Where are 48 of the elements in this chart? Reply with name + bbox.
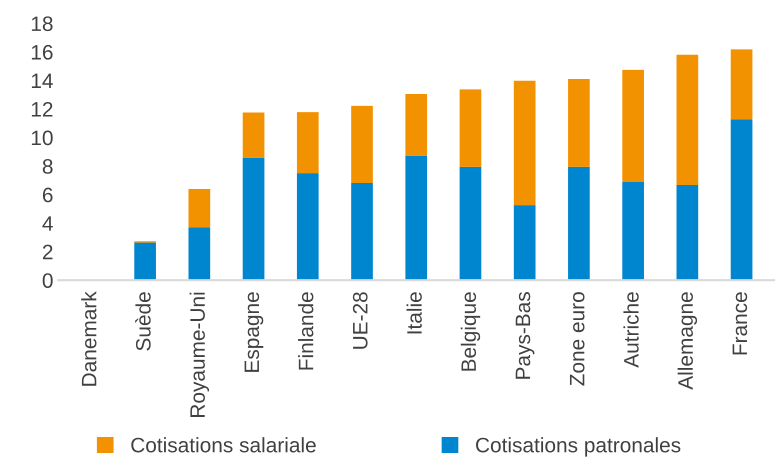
bar [405, 94, 428, 156]
bar [568, 79, 590, 167]
y-tick-label: 6 [42, 188, 53, 202]
x-tick-label: Espagne [244, 292, 264, 372]
y-tick-label: 10 [32, 130, 53, 146]
bar [242, 158, 264, 280]
bar [622, 182, 644, 280]
legend-label: Cotisations salariale [131, 437, 316, 452]
x-tick-label: Autriche [623, 292, 639, 368]
bar [676, 54, 698, 186]
y-tick-label: 0 [42, 273, 53, 288]
y-tick-label: 4 [42, 216, 53, 231]
bar [188, 189, 210, 228]
x-tick-label: Allemagne [678, 292, 698, 390]
bar [514, 80, 536, 206]
bar [460, 89, 482, 167]
bar [351, 183, 373, 280]
bar [568, 166, 590, 280]
bar [730, 49, 752, 120]
bar [676, 185, 698, 280]
bar [460, 166, 482, 280]
bar [351, 106, 373, 184]
bar [296, 173, 319, 280]
y-tick-label: 16 [32, 44, 53, 60]
bar [242, 112, 264, 158]
bar [188, 227, 210, 280]
x-tick-label: Italie [406, 292, 422, 334]
bar [134, 242, 156, 280]
x-tick-label: Royaume-Uni [190, 292, 210, 417]
y-tick-label: 12 [32, 102, 52, 117]
y-tick-label: 18 [32, 16, 53, 32]
y-tick-label: 14 [32, 74, 53, 88]
x-tick-label: Belgique [460, 292, 480, 371]
x-tick-label: Pays-Bas [516, 292, 534, 379]
bar [514, 205, 536, 280]
bar [622, 70, 644, 182]
x-tick-label: France [732, 292, 748, 354]
bar [296, 112, 319, 174]
y-tick-label: 2 [42, 244, 52, 260]
x-tick-label: Finlande [298, 292, 314, 370]
legend-label: Cotisations patronales [476, 437, 680, 457]
x-tick-label: Zone euro [570, 292, 584, 386]
x-tick-label: Danemark [81, 291, 96, 386]
bar [405, 156, 428, 280]
bar [730, 119, 752, 280]
x-tick-label: UE-28 [352, 292, 368, 349]
y-tick-label: 8 [42, 159, 53, 174]
x-tick-label: Suède [135, 292, 151, 351]
